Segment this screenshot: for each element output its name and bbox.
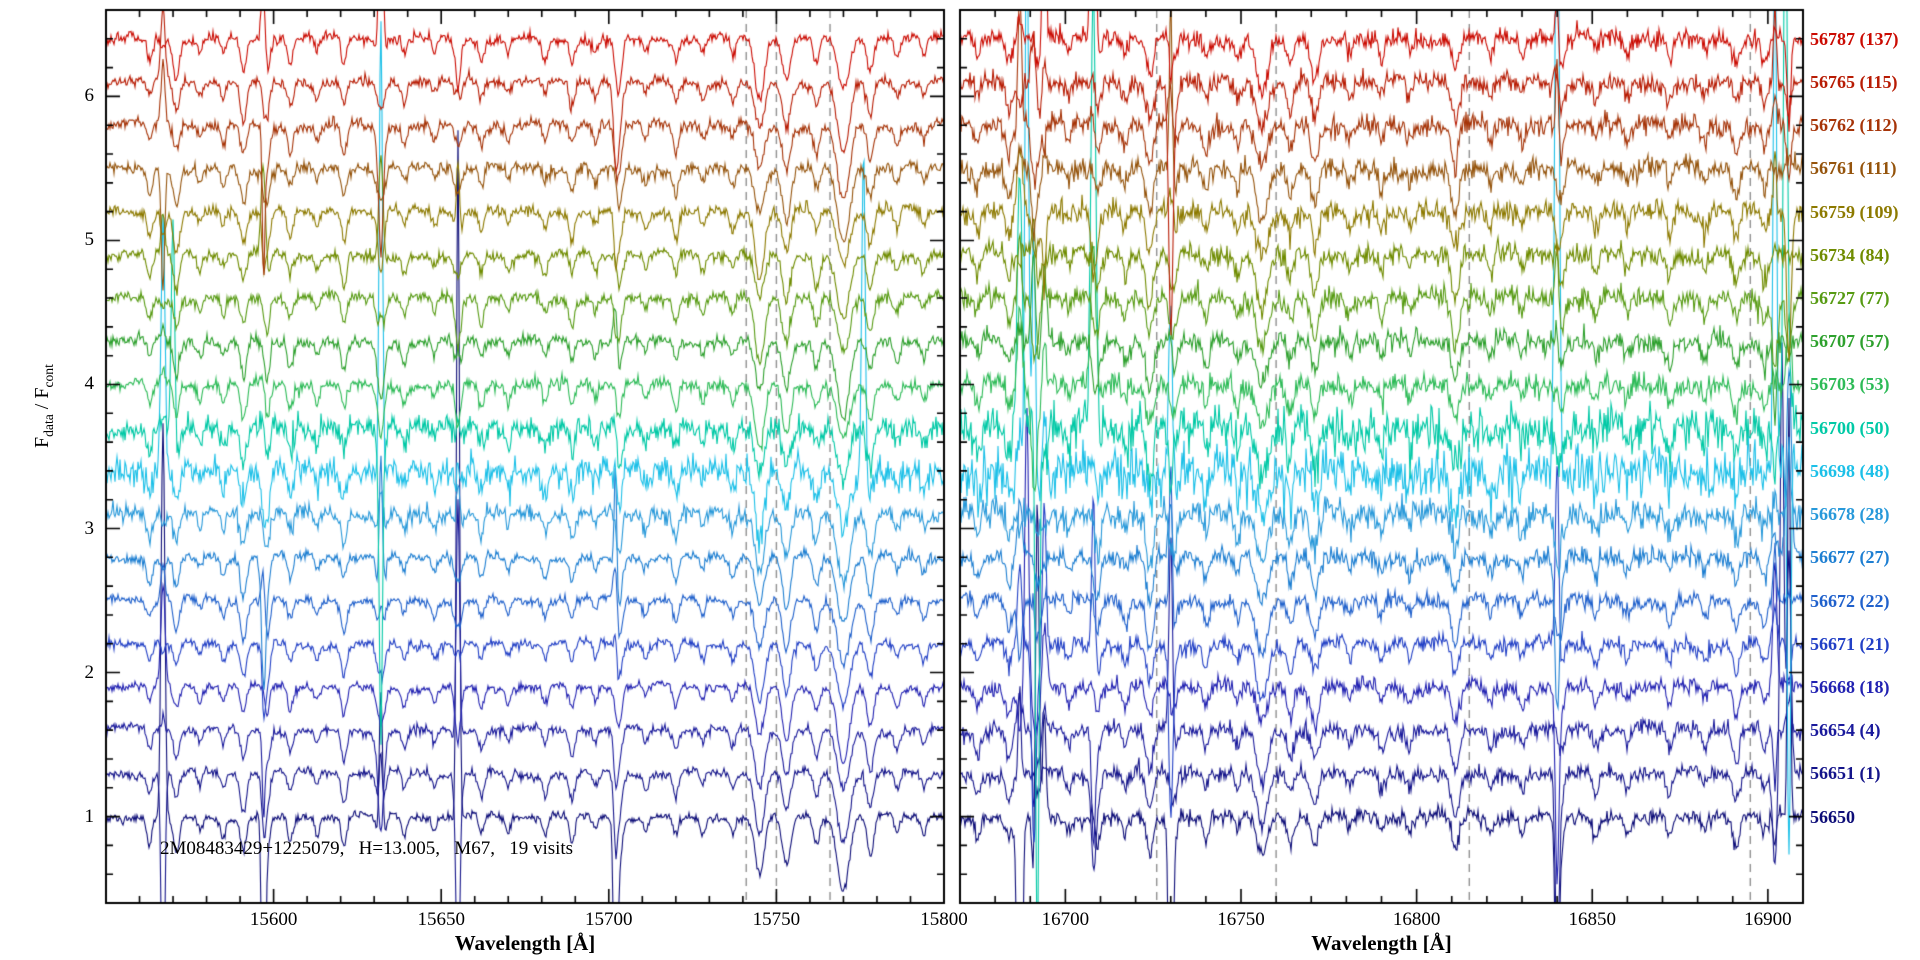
visit-label: 56787 (137) <box>1810 28 1899 49</box>
visit-label: 56698 (48) <box>1810 460 1890 481</box>
visit-label: 56650 <box>1810 806 1855 827</box>
visit-label: 56672 (22) <box>1810 590 1890 611</box>
y-axis-title-sub1: data <box>41 414 56 437</box>
x-tick-label: 15800 <box>920 909 968 930</box>
x-tick-label: 15600 <box>249 909 298 930</box>
visit-label: 56678 (28) <box>1810 504 1890 525</box>
y-tick-label: 6 <box>84 85 95 107</box>
visit-label: 56707 (57) <box>1810 331 1890 352</box>
visit-label: 56677 (27) <box>1810 547 1890 568</box>
x-tick-label: 16850 <box>1568 909 1617 930</box>
visit-label: 56703 (53) <box>1810 374 1890 395</box>
visit-label: 56668 (18) <box>1810 676 1890 697</box>
visit-label: 56762 (112) <box>1810 115 1898 136</box>
visit-label: 56765 (115) <box>1810 72 1898 93</box>
x-tick-label: 16900 <box>1744 909 1792 930</box>
visit-label: 56700 (50) <box>1810 417 1890 438</box>
visit-label: 56734 (84) <box>1810 244 1890 265</box>
visit-label: 56727 (77) <box>1810 288 1890 309</box>
visit-label: 56671 (21) <box>1810 633 1890 654</box>
x-tick-label: 15700 <box>585 909 633 930</box>
x-axis-title-right: Wavelength [Å] <box>1311 931 1452 955</box>
x-tick-label: 16750 <box>1217 909 1265 930</box>
x-axis-title-left: Wavelength [Å] <box>454 931 596 955</box>
visit-label: 56759 (109) <box>1810 201 1899 222</box>
y-tick-label: 3 <box>84 517 95 539</box>
x-tick-label: 15650 <box>417 909 465 930</box>
star-annotation: 2M08483429+1225079, H=13.005, M67, 19 vi… <box>160 838 574 859</box>
visit-label: 56654 (4) <box>1810 720 1881 741</box>
x-tick-label: 16700 <box>1041 909 1090 930</box>
y-axis-title-f1: F <box>31 436 53 448</box>
visit-label: 56761 (111) <box>1810 158 1897 179</box>
x-tick-label: 16800 <box>1392 909 1441 930</box>
y-tick-label: 2 <box>84 661 95 683</box>
x-tick-label: 15750 <box>752 909 801 930</box>
y-tick-label: 1 <box>84 805 95 827</box>
y-tick-label: 4 <box>84 373 95 395</box>
visit-label: 56651 (1) <box>1810 763 1881 784</box>
y-tick-label: 5 <box>84 229 95 251</box>
